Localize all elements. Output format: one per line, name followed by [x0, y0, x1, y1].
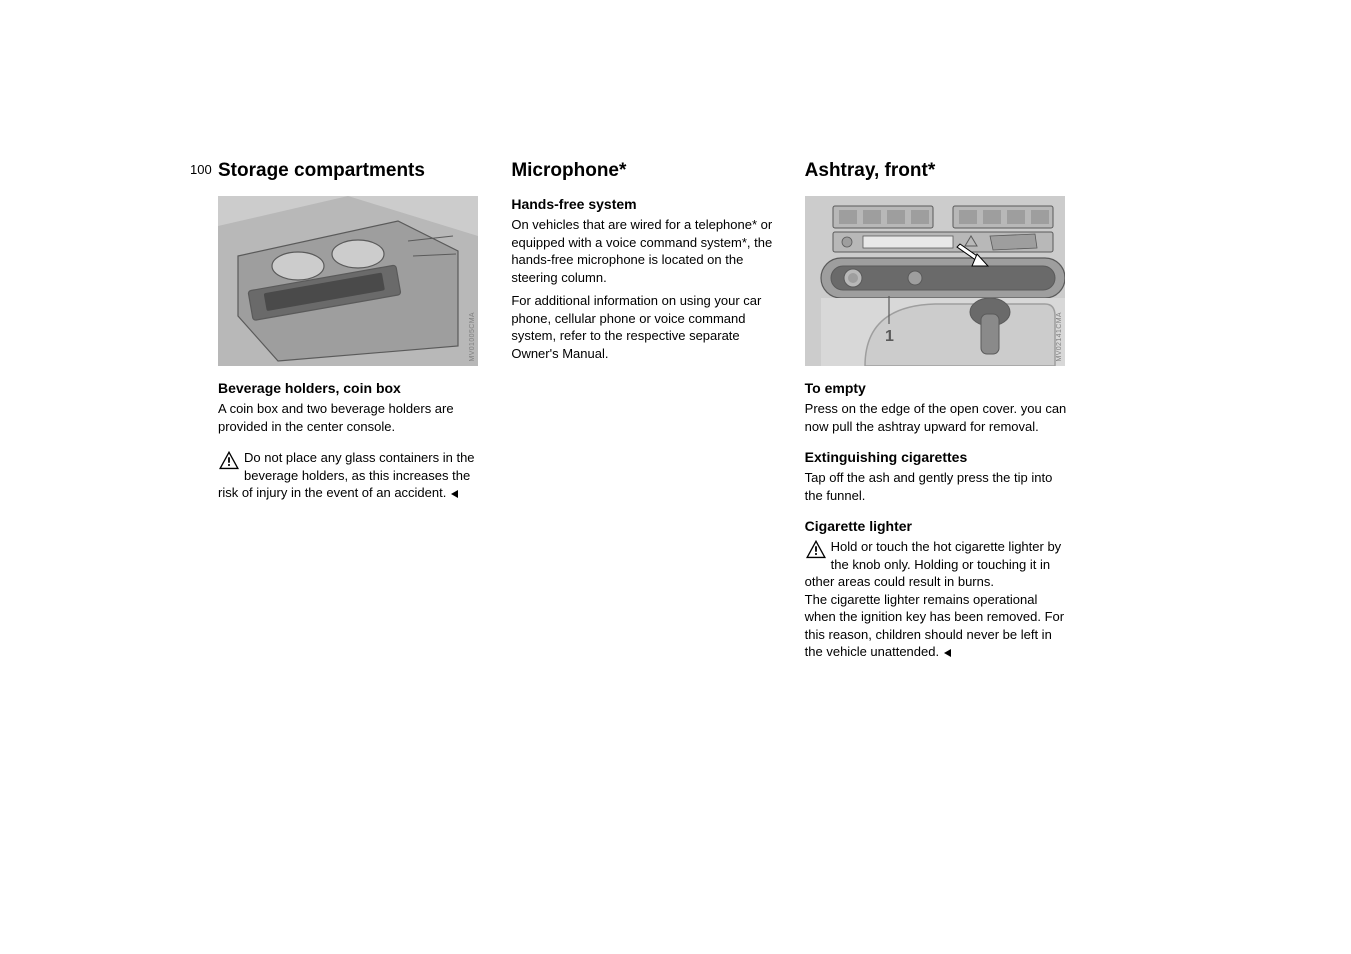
column-middle: Microphone* Hands-free system On vehicle… [511, 160, 774, 661]
warning-block: Hold or touch the hot cigarette lighter … [805, 538, 1068, 661]
figure-code: MV02141CMA [1056, 312, 1063, 362]
end-mark-icon [450, 489, 460, 499]
figure-code: MV01005CMA [469, 312, 476, 362]
subheading-empty: To empty [805, 380, 1068, 396]
svg-text:1: 1 [885, 328, 894, 345]
warning-text: Do not place any glass containers in the… [218, 450, 475, 500]
end-mark-icon [943, 648, 953, 658]
manual-page: 100 Storage compartments MV01005CMA [218, 160, 1068, 661]
ashtray-illustration: 1 [805, 196, 1065, 366]
warning-icon [805, 539, 827, 559]
warning-icon [218, 450, 240, 470]
body-text: Tap off the ash and gently press the tip… [805, 469, 1068, 504]
paragraph: On vehicles that are wired for a telepho… [511, 216, 774, 286]
column-left: Storage compartments MV01005CMA Beverage… [218, 160, 481, 661]
subheading-beverage: Beverage holders, coin box [218, 380, 481, 396]
figure-storage-compartments: MV01005CMA [218, 196, 478, 366]
section-title-microphone: Microphone* [511, 160, 774, 182]
column-layout: Storage compartments MV01005CMA Beverage… [218, 160, 1068, 661]
warning-text: Hold or touch the hot cigarette lighter … [805, 539, 1062, 589]
storage-illustration [218, 196, 478, 366]
warning-block: Do not place any glass containers in the… [218, 449, 481, 502]
section-title-ashtray: Ashtray, front* [805, 160, 1068, 182]
paragraph: Tap off the ash and gently press the tip… [805, 469, 1068, 504]
subheading-lighter: Cigarette lighter [805, 518, 1068, 534]
column-right: Ashtray, front* [805, 160, 1068, 661]
paragraph: A coin box and two beverage holders are … [218, 400, 481, 435]
body-text: Press on the edge of the open cover. you… [805, 400, 1068, 435]
body-text: A coin box and two beverage holders are … [218, 400, 481, 435]
body-text: On vehicles that are wired for a telepho… [511, 216, 774, 362]
subheading-extinguish: Extinguishing cigarettes [805, 449, 1068, 465]
section-title-storage: Storage compartments [218, 160, 481, 182]
paragraph: Press on the edge of the open cover. you… [805, 400, 1068, 435]
subheading-handsfree: Hands-free system [511, 196, 774, 212]
warning-text-cont: The cigarette lighter remains operationa… [805, 592, 1064, 660]
page-number: 100 [190, 162, 212, 177]
paragraph: For additional information on using your… [511, 292, 774, 362]
figure-ashtray: 1 MV02141CMA [805, 196, 1065, 366]
